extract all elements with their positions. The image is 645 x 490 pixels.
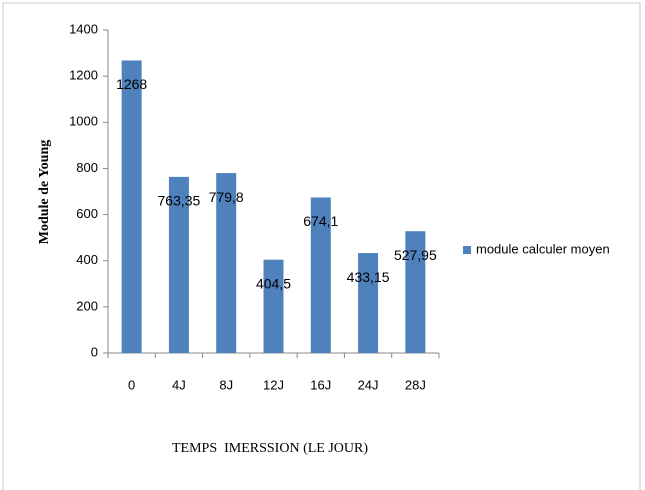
y-tick-label: 1400 xyxy=(69,21,98,36)
bar xyxy=(121,60,142,353)
data-label: 779,8 xyxy=(209,189,244,205)
y-tick-label: 1000 xyxy=(69,114,98,129)
x-tick-label: 0 xyxy=(128,377,135,392)
x-tick-label: 8J xyxy=(219,377,233,392)
x-tick-label: 12J xyxy=(263,377,284,392)
x-tick-label: 28J xyxy=(405,377,426,392)
data-label: 527,95 xyxy=(394,247,437,263)
y-tick-label: 600 xyxy=(76,206,98,221)
x-tick-label: 24J xyxy=(358,377,379,392)
data-label: 763,35 xyxy=(158,193,201,209)
bar xyxy=(263,259,284,353)
bar xyxy=(216,173,237,353)
y-tick-label: 800 xyxy=(76,160,98,175)
data-label: 433,15 xyxy=(347,269,390,285)
x-axis-title: TEMPS IMERSSION (LE JOUR) xyxy=(172,441,368,456)
x-tick-label: 16J xyxy=(310,377,331,392)
y-tick-label: 400 xyxy=(76,252,98,267)
data-label: 1268 xyxy=(116,76,147,92)
y-tick-label: 0 xyxy=(91,344,98,359)
x-tick-label: 4J xyxy=(172,377,186,392)
y-tick-label: 1200 xyxy=(69,68,98,83)
bar xyxy=(405,231,426,353)
bar xyxy=(310,197,331,353)
bar xyxy=(168,176,189,353)
bar xyxy=(358,253,379,353)
data-label: 674,1 xyxy=(303,213,338,229)
legend-swatch xyxy=(463,246,471,254)
y-axis-title: Module de Young xyxy=(37,140,52,245)
y-tick-label: 200 xyxy=(76,298,98,313)
legend-label: module calculer moyen xyxy=(476,241,610,256)
data-label: 404,5 xyxy=(256,275,291,291)
